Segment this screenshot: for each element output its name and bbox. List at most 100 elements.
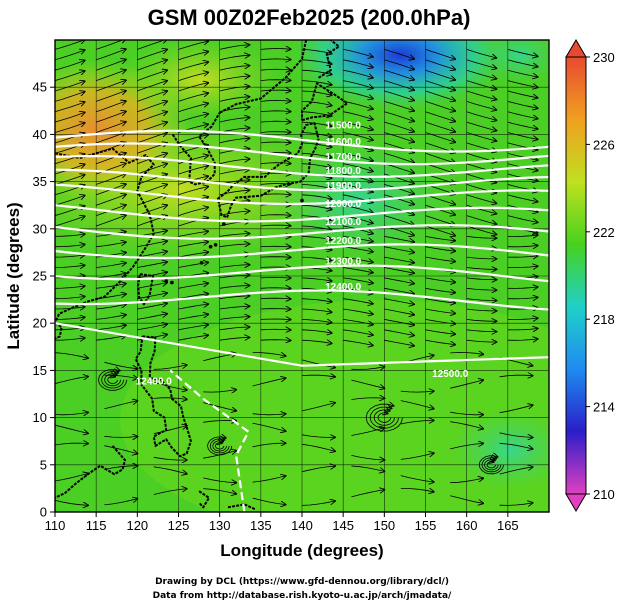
streamline bbox=[466, 268, 497, 270]
streamline bbox=[203, 488, 236, 494]
streamline bbox=[351, 379, 384, 388]
streamline bbox=[400, 453, 434, 460]
streamline bbox=[384, 173, 414, 184]
streamline bbox=[425, 256, 456, 261]
streamline bbox=[507, 194, 538, 202]
colorbar-min-triangle bbox=[565, 493, 587, 512]
y-tick-label: 10 bbox=[33, 410, 47, 425]
streamline bbox=[260, 121, 291, 122]
streamline bbox=[219, 296, 250, 300]
contour-label: 12300.0 bbox=[325, 257, 362, 268]
streamline bbox=[178, 197, 209, 206]
streamline bbox=[450, 421, 483, 429]
x-tick-label: 145 bbox=[332, 518, 354, 533]
streamline bbox=[260, 215, 291, 216]
streamline bbox=[466, 49, 497, 58]
y-axis-title: Latitude (degrees) bbox=[4, 202, 23, 349]
streamline bbox=[153, 466, 187, 474]
streamline bbox=[260, 111, 291, 112]
coastline-segment bbox=[134, 335, 192, 458]
streamline bbox=[219, 159, 250, 165]
streamline bbox=[219, 55, 250, 61]
streamline bbox=[384, 277, 414, 284]
streamline bbox=[55, 102, 85, 113]
streamline bbox=[260, 194, 291, 195]
streamline bbox=[481, 458, 502, 473]
streamline bbox=[384, 204, 414, 215]
streamline bbox=[466, 80, 497, 90]
streamline bbox=[137, 324, 167, 331]
streamline bbox=[260, 225, 291, 226]
streamline bbox=[137, 205, 167, 216]
coastline-segment bbox=[171, 112, 221, 186]
streamline bbox=[178, 93, 209, 102]
streamline bbox=[96, 101, 126, 113]
streamline bbox=[219, 317, 250, 320]
streamline bbox=[96, 284, 126, 289]
streamline bbox=[55, 255, 85, 257]
streamline bbox=[425, 236, 456, 240]
streamline bbox=[260, 142, 291, 143]
streamline bbox=[96, 122, 126, 133]
streamline bbox=[499, 442, 533, 449]
streamline bbox=[343, 246, 373, 252]
streamline bbox=[153, 382, 187, 390]
streamline bbox=[343, 90, 373, 99]
streamline bbox=[153, 426, 187, 435]
streamline bbox=[153, 456, 187, 460]
streamline bbox=[55, 338, 85, 340]
streamline bbox=[351, 428, 384, 436]
streamline bbox=[252, 476, 286, 483]
streamline bbox=[178, 135, 209, 144]
streamline bbox=[219, 169, 250, 175]
streamline bbox=[260, 49, 291, 50]
streamline bbox=[55, 81, 85, 92]
streamline bbox=[343, 59, 373, 68]
streamline bbox=[343, 69, 373, 78]
streamline bbox=[137, 101, 167, 113]
streamline bbox=[137, 303, 167, 310]
streamline bbox=[260, 288, 291, 289]
streamline bbox=[507, 329, 538, 330]
streamline bbox=[450, 495, 483, 504]
streamline bbox=[425, 339, 456, 344]
streamline bbox=[384, 308, 414, 315]
height-contour bbox=[55, 289, 549, 311]
streamline bbox=[425, 298, 456, 303]
streamline bbox=[104, 436, 137, 437]
streamline bbox=[153, 365, 187, 370]
streamline bbox=[507, 152, 538, 160]
streamline bbox=[178, 231, 209, 237]
x-tick-label: 165 bbox=[497, 518, 519, 533]
contour-label: 11500.0 bbox=[325, 121, 361, 132]
streamline bbox=[507, 246, 538, 247]
streamline bbox=[425, 59, 456, 70]
streamline bbox=[137, 133, 167, 144]
streamline bbox=[507, 256, 538, 257]
streamline bbox=[96, 60, 126, 71]
streamline bbox=[466, 59, 497, 69]
streamline bbox=[507, 101, 538, 108]
streamline bbox=[384, 121, 414, 132]
streamline bbox=[55, 297, 85, 299]
streamline bbox=[96, 70, 126, 81]
streamline bbox=[384, 163, 414, 173]
streamline bbox=[219, 327, 250, 330]
streamline bbox=[55, 234, 85, 236]
streamline bbox=[507, 80, 538, 88]
streamline bbox=[466, 204, 497, 214]
streamline bbox=[384, 59, 414, 70]
streamline bbox=[137, 112, 167, 123]
streamline bbox=[507, 111, 538, 119]
x-tick-label: 135 bbox=[250, 518, 272, 533]
streamline bbox=[55, 112, 85, 123]
streamline bbox=[55, 265, 85, 267]
streamline bbox=[137, 314, 167, 320]
streamline bbox=[343, 121, 373, 130]
streamline bbox=[96, 215, 126, 227]
streamline bbox=[252, 497, 286, 505]
streamline bbox=[425, 204, 456, 215]
x-axis-title: Longitude (degrees) bbox=[220, 541, 383, 560]
streamline bbox=[252, 353, 286, 357]
coastline-segment bbox=[217, 122, 320, 219]
